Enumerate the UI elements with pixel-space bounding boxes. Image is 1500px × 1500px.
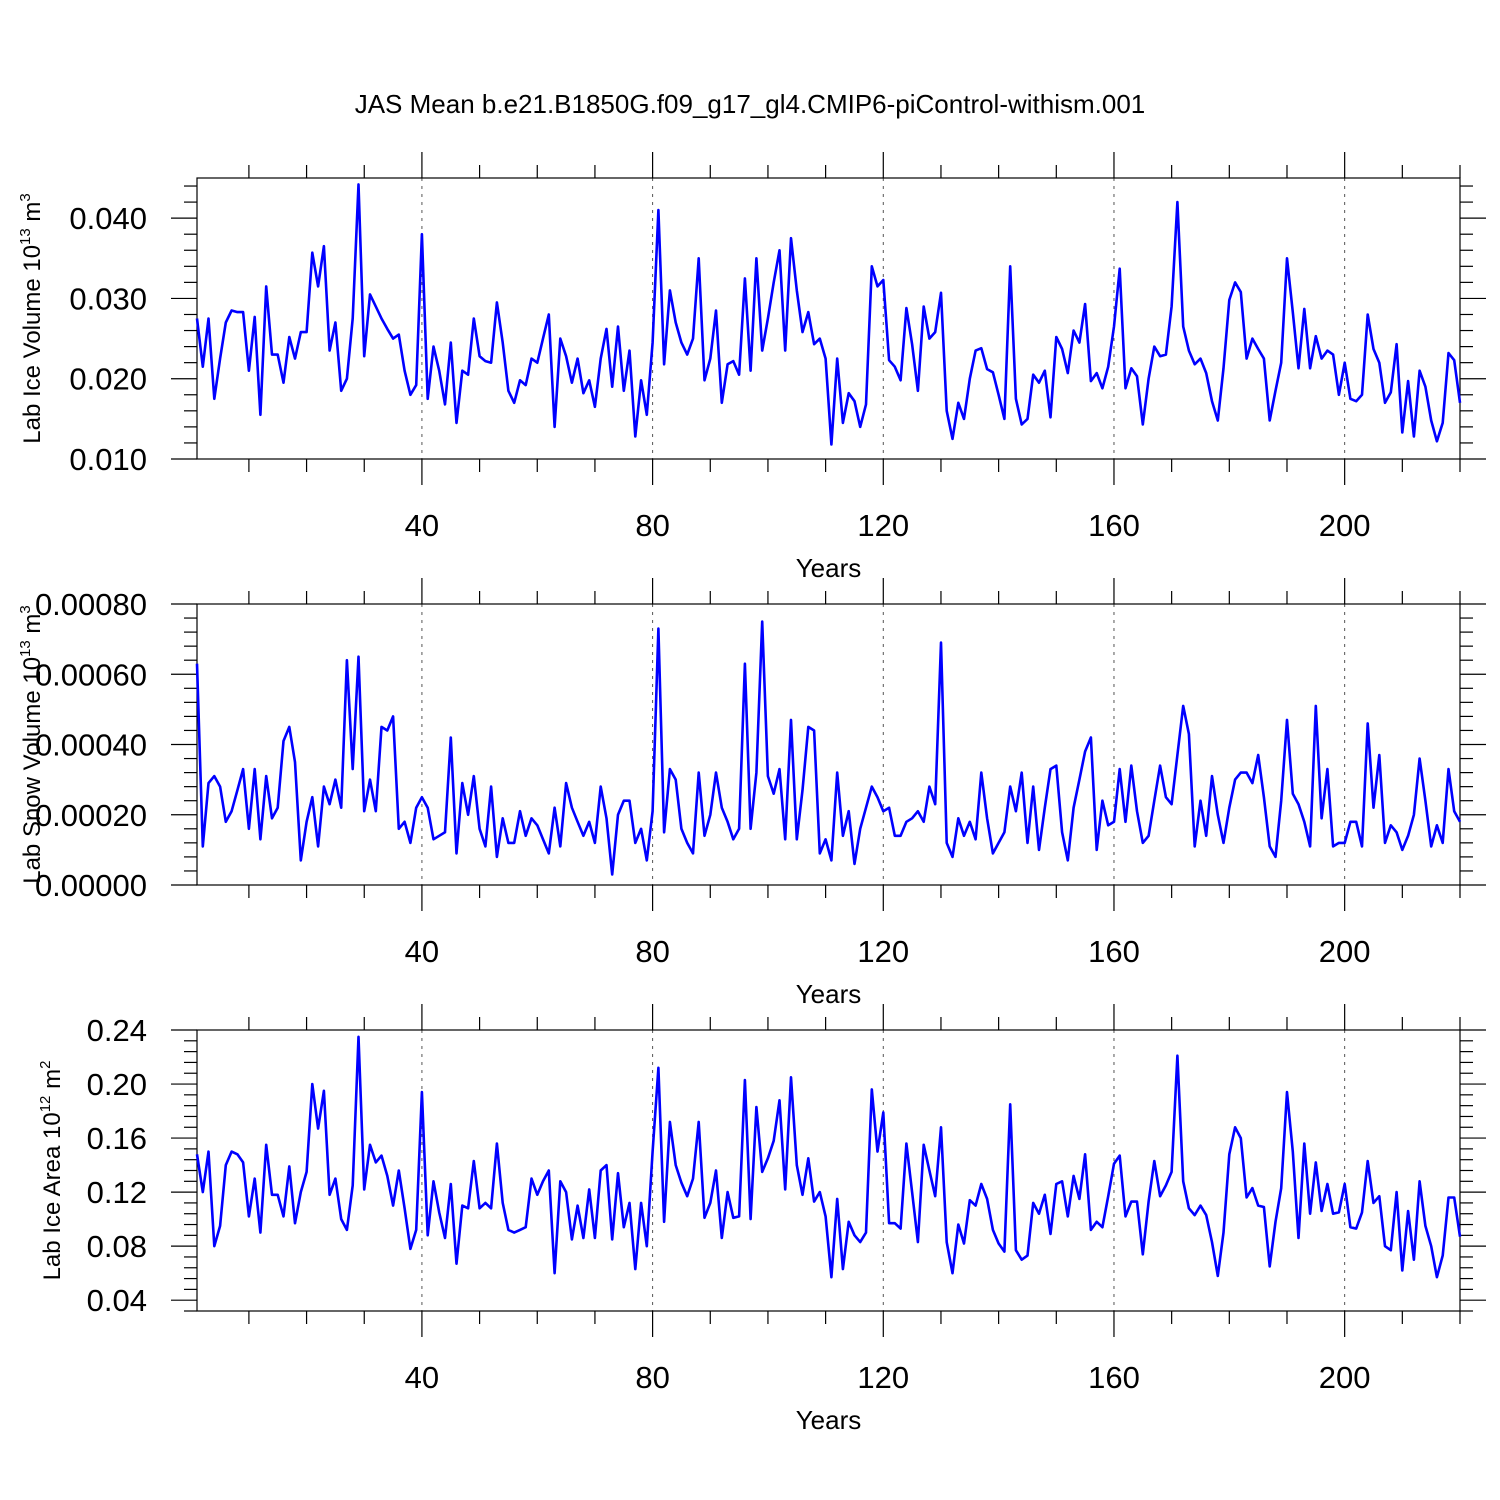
x-tick-label: 120 xyxy=(857,508,909,543)
x-tick-label: 120 xyxy=(857,934,909,969)
x-tick-label: 40 xyxy=(405,1360,439,1395)
x-tick-label: 40 xyxy=(405,508,439,543)
x-tick-label: 200 xyxy=(1319,1360,1371,1395)
panel-ice-area: 0.04 0.08 0.12 0.16 0.20 0.24 40 80 120 160 200 Y… xyxy=(37,1004,1486,1435)
x-tick-label: 80 xyxy=(635,508,669,543)
panel-ice-volume: 0.010 0.020 0.030 0.040 40 80 120 160 200 Years… xyxy=(17,152,1486,583)
y-tick-label: 0.030 xyxy=(69,281,147,316)
x-tick-label: 40 xyxy=(405,934,439,969)
x-axis-title: Years xyxy=(796,979,862,1009)
y-tick-label: 0.00040 xyxy=(35,728,147,763)
x-axis-title: Years xyxy=(796,553,862,583)
y-tick-label: 0.16 xyxy=(87,1121,147,1156)
series-line xyxy=(195,183,1462,446)
y-tick-label: 0.12 xyxy=(87,1175,147,1210)
y-tick-label: 0.020 xyxy=(69,362,147,397)
x-tick-label: 200 xyxy=(1319,934,1371,969)
y-tick-label: 0.04 xyxy=(87,1283,147,1318)
y-tick-label: 0.00000 xyxy=(35,868,147,903)
series-line xyxy=(195,1035,1462,1279)
y-axis-title: Lab Snow Volume 1013 m3 xyxy=(17,605,46,884)
x-tick-label: 200 xyxy=(1319,508,1371,543)
plot-frame xyxy=(196,603,1461,886)
x-tick-label: 160 xyxy=(1088,508,1140,543)
y-axis-title: Lab Ice Volume 1013 m3 xyxy=(17,193,46,444)
y-tick-label: 0.08 xyxy=(87,1229,147,1264)
y-tick-label: 0.00060 xyxy=(35,657,147,692)
plot-frame xyxy=(196,1029,1461,1312)
y-tick-label: 0.24 xyxy=(87,1013,147,1048)
y-tick-label: 0.00080 xyxy=(35,587,147,622)
x-axis-title: Years xyxy=(796,1405,862,1435)
chart-title: JAS Mean b.e21.B1850G.f09_g17_gl4.CMIP6-… xyxy=(355,89,1146,119)
y-tick-label: 0.040 xyxy=(69,201,147,236)
x-tick-label: 160 xyxy=(1088,1360,1140,1395)
y-axis-title: Lab Ice Area 1012 m2 xyxy=(37,1061,66,1281)
panel-snow-volume: 0.00000 0.00020 0.00040 0.00060 0.00080 40 80… xyxy=(17,578,1486,1009)
x-tick-label: 80 xyxy=(635,934,669,969)
y-tick-label: 0.010 xyxy=(69,442,147,477)
x-tick-label: 120 xyxy=(857,1360,909,1395)
x-tick-label: 80 xyxy=(635,1360,669,1395)
series-line xyxy=(195,620,1462,876)
x-tick-label: 160 xyxy=(1088,934,1140,969)
y-tick-label: 0.00020 xyxy=(35,798,147,833)
y-tick-label: 0.20 xyxy=(87,1067,147,1102)
